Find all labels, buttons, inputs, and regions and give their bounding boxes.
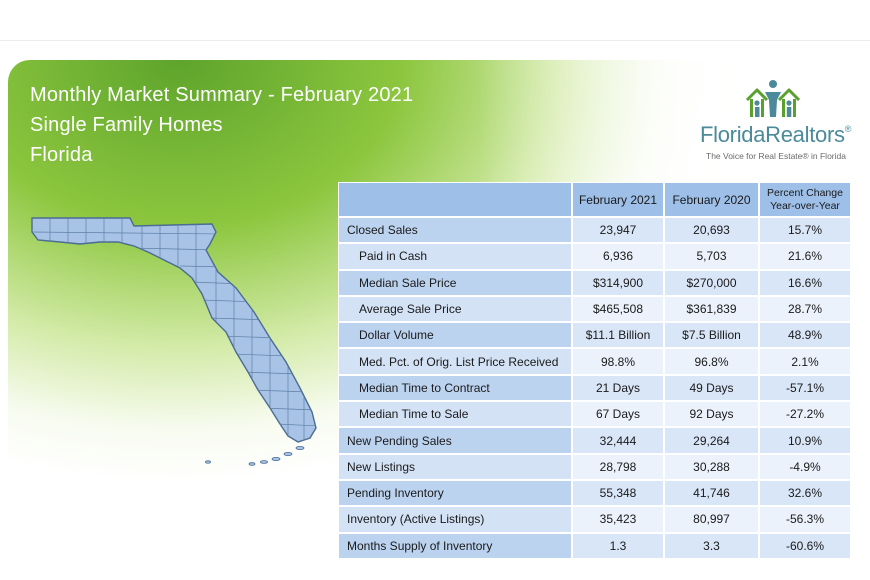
value-feb-2020: 30,288 [664, 453, 759, 480]
value-feb-2021: $465,508 [572, 295, 664, 323]
value-feb-2021: 6,936 [572, 243, 664, 270]
value-feb-2021: 21 Days [572, 374, 664, 402]
header-percent-change-line2: Year-over-Year [770, 199, 840, 212]
value-percent-change: 2.1% [759, 348, 851, 375]
row-label: Median Sale Price [338, 269, 572, 296]
value-percent-change: 28.7% [759, 295, 851, 323]
logo-tagline: The Voice for Real Estate® in Florida [706, 151, 846, 161]
region-name: Florida [30, 144, 93, 166]
value-feb-2020: 5,703 [664, 243, 759, 270]
value-percent-change: 15.7% [759, 217, 851, 244]
value-feb-2021: $11.1 Billion [572, 322, 664, 349]
table-row: Median Time to Sale 67 Days 92 Days -27.… [338, 401, 851, 428]
value-percent-change: -60.6% [759, 532, 851, 559]
value-percent-change: 16.6% [759, 269, 851, 296]
table-row: New Pending Sales 32,444 29,264 10.9% [338, 427, 851, 454]
row-label: Pending Inventory [338, 479, 572, 507]
report-title: Monthly Market Summary - February 2021 [30, 84, 414, 106]
value-feb-2020: 49 Days [664, 374, 759, 402]
market-summary-table: February 2021 February 2020 Percent Chan… [338, 182, 851, 559]
value-feb-2021: $314,900 [572, 269, 664, 296]
logo-registered-mark: ® [844, 124, 852, 134]
florida-county-map [31, 217, 317, 466]
value-feb-2021: 23,947 [572, 217, 664, 244]
value-feb-2020: $361,839 [664, 295, 759, 323]
table-row: Months Supply of Inventory 1.3 3.3 -60.6… [338, 532, 851, 559]
header-percent-change: Percent Change Year-over-Year [759, 182, 851, 217]
row-label: Closed Sales [338, 217, 572, 244]
value-feb-2021: 32,444 [572, 427, 664, 454]
value-feb-2020: 41,746 [664, 479, 759, 507]
table-row: Med. Pct. of Orig. List Price Received 9… [338, 348, 851, 375]
value-feb-2020: 80,997 [664, 506, 759, 533]
table-row: Average Sale Price $465,508 $361,839 28.… [338, 295, 851, 323]
value-percent-change: 48.9% [759, 322, 851, 349]
value-feb-2020: $270,000 [664, 269, 759, 296]
table-row: Closed Sales 23,947 20,693 15.7% [338, 217, 851, 244]
row-label: Months Supply of Inventory [338, 532, 572, 559]
value-percent-change: -27.2% [759, 401, 851, 428]
table-row: Pending Inventory 55,348 41,746 32.6% [338, 479, 851, 507]
value-percent-change: -57.1% [759, 374, 851, 402]
value-percent-change: 21.6% [759, 243, 851, 270]
title-block: Monthly Market Summary - February 2021 S… [30, 80, 413, 170]
table-row: Inventory (Active Listings) 35,423 80,99… [338, 506, 851, 533]
value-feb-2021: 67 Days [572, 401, 664, 428]
value-percent-change: -4.9% [759, 453, 851, 480]
logo-wordmark: FloridaRealtors® [700, 122, 851, 148]
houses-people-icon [745, 80, 801, 117]
logo-word-florida: Florida [700, 122, 766, 147]
header-feb-2021: February 2021 [572, 182, 664, 217]
value-feb-2020: $7.5 Billion [664, 322, 759, 349]
top-divider [0, 40, 870, 41]
table-row: Paid in Cash 6,936 5,703 21.6% [338, 243, 851, 270]
header-feb-2020: February 2020 [664, 182, 759, 217]
value-feb-2021: 28,798 [572, 453, 664, 480]
row-label: Inventory (Active Listings) [338, 506, 572, 533]
value-percent-change: 32.6% [759, 479, 851, 507]
header-metric [338, 182, 572, 217]
florida-realtors-logo: FloridaRealtors® The Voice for Real Esta… [700, 78, 855, 168]
value-percent-change: 10.9% [759, 427, 851, 454]
value-feb-2020: 96.8% [664, 348, 759, 375]
table-row: Median Time to Contract 21 Days 49 Days … [338, 374, 851, 402]
row-label: Median Time to Contract [338, 374, 572, 402]
row-label: New Listings [338, 453, 572, 480]
value-feb-2021: 35,423 [572, 506, 664, 533]
value-feb-2020: 20,693 [664, 217, 759, 244]
row-label: Dollar Volume [338, 322, 572, 349]
value-feb-2020: 92 Days [664, 401, 759, 428]
value-percent-change: -56.3% [759, 506, 851, 533]
row-label: Med. Pct. of Orig. List Price Received [338, 348, 572, 375]
row-label: Average Sale Price [338, 295, 572, 323]
value-feb-2021: 55,348 [572, 479, 664, 507]
row-label: Paid in Cash [338, 243, 572, 270]
table-row: Median Sale Price $314,900 $270,000 16.6… [338, 269, 851, 296]
table-row: Dollar Volume $11.1 Billion $7.5 Billion… [338, 322, 851, 349]
value-feb-2021: 98.8% [572, 348, 664, 375]
property-type: Single Family Homes [30, 114, 223, 136]
row-label: New Pending Sales [338, 427, 572, 454]
table-row: New Listings 28,798 30,288 -4.9% [338, 453, 851, 480]
logo-word-realtors: Realtors [765, 122, 845, 147]
value-feb-2021: 1.3 [572, 532, 664, 559]
table-header-row: February 2021 February 2020 Percent Chan… [338, 182, 851, 217]
value-feb-2020: 29,264 [664, 427, 759, 454]
header-percent-change-line1: Percent Change [767, 186, 843, 199]
value-feb-2020: 3.3 [664, 532, 759, 559]
row-label: Median Time to Sale [338, 401, 572, 428]
